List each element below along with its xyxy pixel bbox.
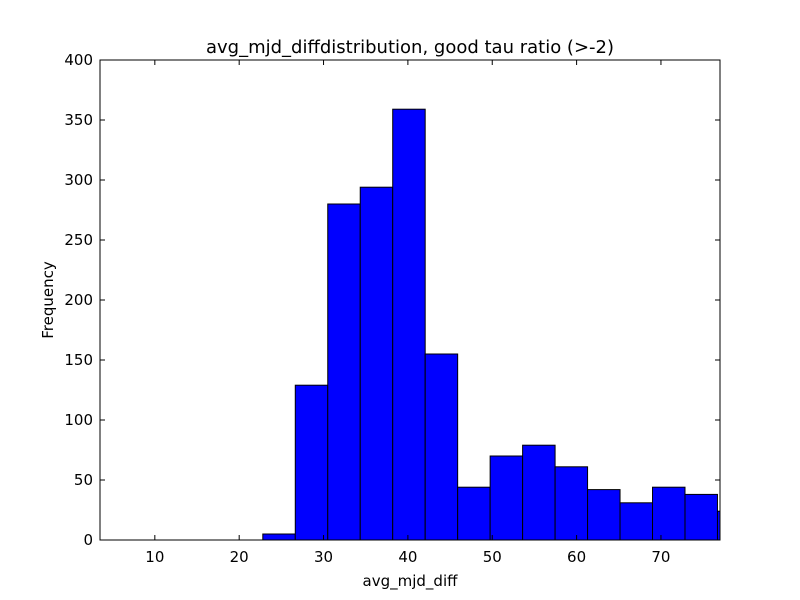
y-tick-label: 300 xyxy=(64,171,93,189)
histogram-bar xyxy=(489,455,524,540)
histogram-bar xyxy=(392,108,426,540)
histogram-bar xyxy=(684,493,718,540)
histogram-bar xyxy=(262,533,296,540)
x-tick-label: 50 xyxy=(483,548,502,566)
histogram-bar xyxy=(457,486,491,540)
histogram-bar xyxy=(327,203,361,540)
y-tick-label: 350 xyxy=(64,111,93,129)
ticks-group: 10 20 30 40 50 60 70 0 50 100 150 200 250 300 350 400 xyxy=(64,51,720,566)
x-axis-title: avg_mjd_diff xyxy=(363,572,459,591)
histogram-bar xyxy=(716,510,720,540)
x-tick-label: 20 xyxy=(230,548,249,566)
x-tick-label: 10 xyxy=(145,548,164,566)
y-axis-title: Frequency xyxy=(39,261,57,339)
y-tick-label: 200 xyxy=(64,291,93,309)
x-tick-label: 30 xyxy=(314,548,333,566)
histogram-bar xyxy=(359,186,394,540)
y-tick-label: 50 xyxy=(74,471,93,489)
x-tick-label: 40 xyxy=(398,548,417,566)
y-tick-label: 250 xyxy=(64,231,93,249)
histogram-bar xyxy=(522,444,556,540)
histogram-bar xyxy=(619,502,654,540)
y-tick-label: 0 xyxy=(83,531,93,549)
x-tick-label: 60 xyxy=(567,548,586,566)
chart-title: avg_mjd_diffdistribution, good tau ratio… xyxy=(206,37,614,58)
x-tick-label: 70 xyxy=(651,548,670,566)
histogram-bar xyxy=(587,489,621,540)
histogram-bar xyxy=(652,486,686,540)
histogram-bar xyxy=(424,353,459,540)
histogram-bar xyxy=(294,384,329,540)
y-tick-label: 100 xyxy=(64,411,93,429)
bars-group xyxy=(262,108,720,540)
histogram-bar xyxy=(554,466,589,540)
y-tick-label: 400 xyxy=(64,51,93,69)
y-tick-label: 150 xyxy=(64,351,93,369)
